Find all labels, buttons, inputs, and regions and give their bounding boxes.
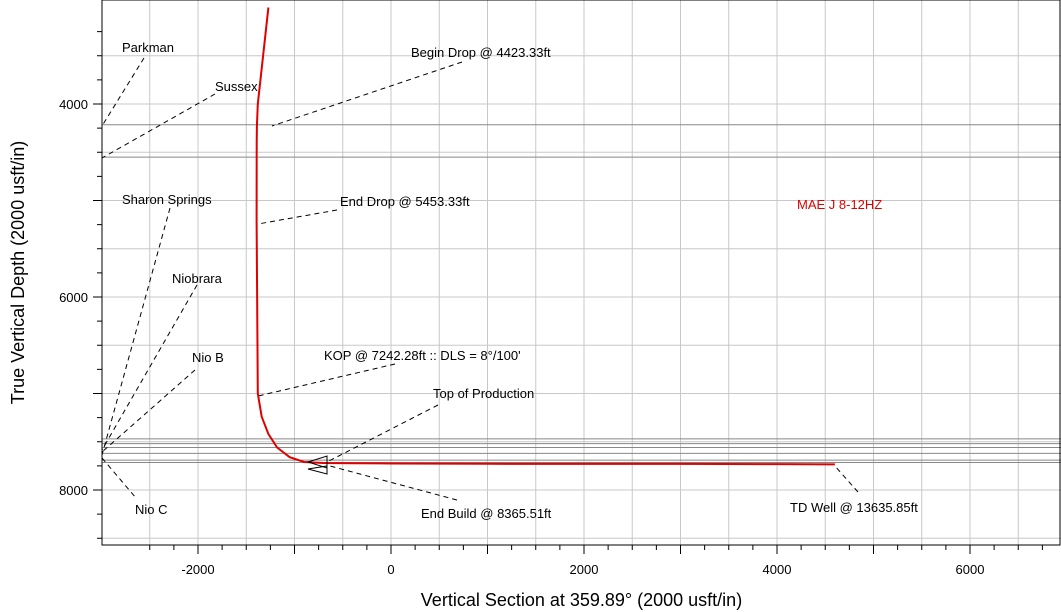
annotation-label: Top of Production: [433, 386, 534, 401]
axis-ticks: -2000 0 2000 4000 6000 4000 6000 8000: [59, 31, 1043, 577]
x-tick-label: 0: [387, 562, 394, 577]
formation-label: Parkman: [122, 40, 174, 55]
x-tick-label: 2000: [570, 562, 599, 577]
annotation-leaders: [101, 57, 859, 501]
leader-line: [329, 465, 458, 501]
series-label: MAE J 8-12HZ: [797, 197, 882, 212]
annotation-label: Begin Drop @ 4423.33ft: [411, 45, 551, 60]
y-axis-title: True Vertical Depth (2000 usft/in): [8, 141, 28, 404]
formation-label: Nio C: [135, 502, 168, 517]
leader-line: [833, 464, 859, 493]
formation-label: Sussex: [215, 79, 258, 94]
leader-line: [257, 363, 396, 397]
formation-label: Niobrara: [172, 271, 223, 286]
leader-line: [101, 207, 171, 456]
x-axis-title: Vertical Section at 359.89° (2000 usft/i…: [421, 590, 742, 610]
x-tick-label: 4000: [763, 562, 792, 577]
leader-line: [101, 369, 196, 453]
annotation-label: TD Well @ 13635.85ft: [790, 500, 918, 515]
well-path-line: [255, 7, 835, 466]
chart-labels: Parkman Sussex Sharon Springs Niobrara Nio B…: [122, 40, 918, 521]
leader-line: [101, 457, 137, 499]
x-tick-label: 6000: [956, 562, 985, 577]
leader-line: [101, 284, 198, 451]
leader-line: [101, 57, 145, 127]
y-tick-label: 4000: [59, 97, 88, 112]
annotation-label: End Drop @ 5453.33ft: [340, 194, 470, 209]
leader-line: [326, 404, 439, 463]
formation-lines: [102, 124, 1061, 463]
annotation-label: KOP @ 7242.28ft :: DLS = 8°/100': [324, 348, 521, 363]
target-markers: [306, 455, 328, 475]
target-marker-upper: [306, 455, 328, 469]
target-marker-lower: [307, 465, 328, 475]
leader-line: [271, 61, 463, 127]
leader-line: [101, 93, 216, 159]
grid-lines: [102, 0, 1061, 545]
y-tick-label: 8000: [59, 483, 88, 498]
y-tick-label: 6000: [59, 290, 88, 305]
annotation-label: End Build @ 8365.51ft: [421, 506, 552, 521]
formation-label: Nio B: [192, 350, 224, 365]
series-layer: [255, 7, 835, 466]
leader-line: [257, 209, 338, 225]
formation-label: Sharon Springs: [122, 192, 212, 207]
x-tick-label: -2000: [181, 562, 214, 577]
